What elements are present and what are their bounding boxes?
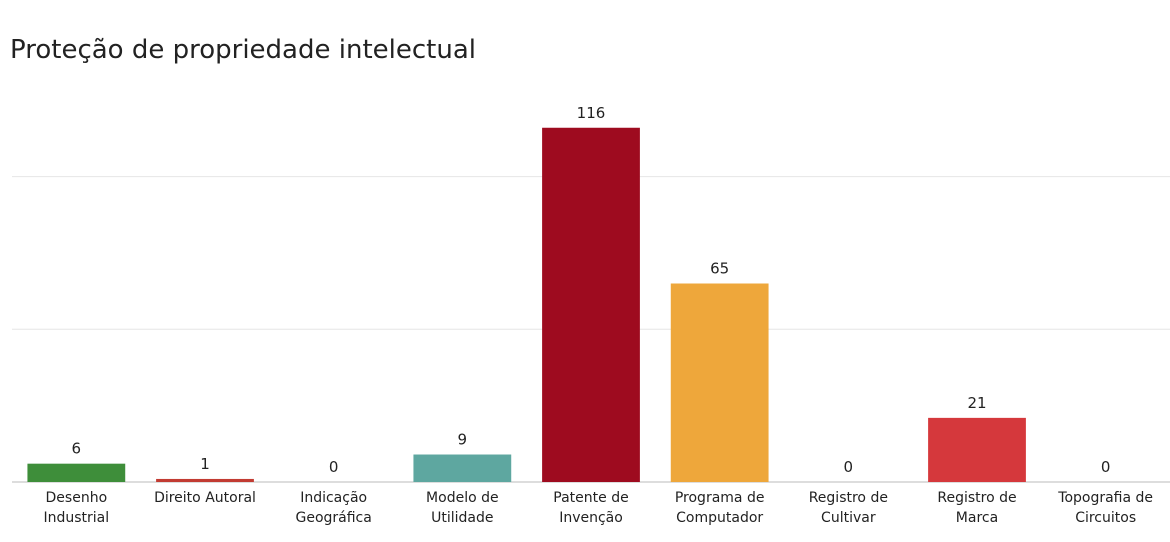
value-label: 1 <box>200 455 210 473</box>
bar <box>542 127 640 482</box>
x-tick-label: Desenho Industrial <box>43 490 110 526</box>
value-label: 6 <box>72 440 82 458</box>
x-tick-label: Indicação Geográfica <box>295 490 372 526</box>
x-tick-label: Patente de Invenção <box>553 490 629 526</box>
bar <box>156 478 254 482</box>
bar <box>928 417 1026 482</box>
value-label: 0 <box>329 458 339 476</box>
value-label: 21 <box>967 394 986 412</box>
bar <box>670 283 769 482</box>
x-tick-label: Modelo de Utilidade <box>426 490 499 526</box>
x-tick-label: Programa de Computador <box>674 490 765 526</box>
x-tick-label: Direito Autoral <box>154 490 256 506</box>
x-tick-label: Registro de Cultivar <box>808 490 888 526</box>
value-label: 116 <box>577 104 606 122</box>
value-label: 9 <box>458 431 468 449</box>
value-label: 0 <box>1101 458 1111 476</box>
value-label: 65 <box>710 260 729 278</box>
bar <box>27 463 126 482</box>
bar <box>413 454 512 482</box>
chart-title: Proteção de propriedade intelectual <box>10 35 476 65</box>
x-tick-label: Topografia de Circuitos <box>1058 490 1154 526</box>
x-tick-label: Registro de Marca <box>937 490 1017 526</box>
value-label: 0 <box>844 458 854 476</box>
